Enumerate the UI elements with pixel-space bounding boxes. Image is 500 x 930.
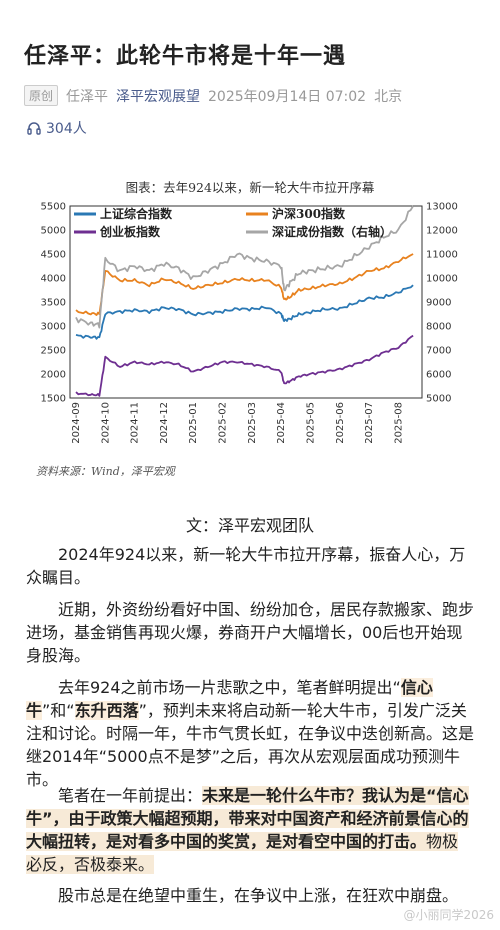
legend-label: 沪深300指数 [272,206,346,221]
series-line-2 [75,253,414,317]
x-tick-label: 2025-01 [188,402,199,444]
p3-text-a: 去年924之前市场一片悲歌之中，笔者鲜明提出“ [58,678,401,697]
plot-frame [69,205,423,399]
x-tick-label: 2024-11 [130,402,141,444]
legend-label: 上证综合指数 [100,206,173,221]
x-tick-label: 2025-06 [335,402,346,444]
x-tick-label: 2024-09 [71,402,82,444]
headphones-icon [27,122,41,135]
series-line-3 [75,334,414,397]
x-tick-label: 2025-04 [276,402,287,444]
left-tick-label: 2000 [41,370,66,381]
x-tick-label: 2024-10 [100,402,111,444]
right-tick-label: 5000 [426,394,451,405]
x-tick-label: 2025-08 [393,402,404,444]
watermark: @小丽同学2026 [403,908,494,922]
x-tick-label: 2024-12 [159,402,170,444]
p4-text-a: 笔者在一年前提出： [58,786,203,805]
left-tick-label: 5000 [41,226,66,237]
right-tick-label: 9000 [426,298,451,309]
p3-text-c: ”和“ [42,701,75,720]
right-tick-label: 7000 [426,346,451,357]
right-tick-label: 10000 [426,274,458,285]
original-badge: 原创 [24,85,59,106]
right-tick-label: 12000 [426,226,458,237]
x-tick-label: 2025-07 [364,402,375,444]
chart-source: 资料来源：Wind，泽平宏观 [36,465,175,478]
index-chart: 图表：去年924以来，新一轮大牛市拉开序幕 5500 5000 4500 4000 35… [24,172,476,482]
left-tick-label: 3500 [41,298,66,309]
x-tick-label: 2025-03 [247,402,258,444]
left-tick-label: 4000 [41,274,66,285]
left-tick-label: 1500 [41,394,66,405]
right-tick-label: 6000 [426,370,451,381]
right-tick-label: 13000 [426,202,458,213]
right-tick-label: 11000 [426,250,458,261]
p3-text-e: ”，预判未来将启动新一轮大牛市，引发广泛关注和讨论。时隔一年，牛市气贯长虹，在争… [26,701,475,789]
x-tick-label: 2025-02 [218,402,229,444]
chart-svg: 5500 5000 4500 4000 3500 3000 2500 2000 1500 1300… [41,202,458,444]
byline: 文：泽平宏观团队 [185,516,314,535]
p4-bold: 未来是一轮什么牛市？我认为是“信心牛”，由于政策大幅超预期，带来对中国资产和经济… [26,786,469,851]
publish-location: 北京 [374,88,403,105]
chart-title: 图表：去年924以来，新一轮大牛市拉开序幕 [125,180,375,195]
left-tick-label: 4500 [41,250,66,261]
series-line-1 [75,284,414,340]
listen-count-label: 304人 [46,121,87,137]
right-tick-label: 8000 [426,322,451,333]
author-name[interactable]: 任泽平 [66,88,109,105]
article-meta: 原创 任泽平 泽平宏观展望 2025年09月14日 07:02 北京 [24,85,402,106]
series-line-4 [75,205,414,329]
publish-datetime: 2025年09月14日 07:02 [208,88,367,105]
paragraph-4: 笔者在一年前提出：未来是一轮什么牛市？我认为是“信心牛”，由于政策大幅超预期，带… [26,784,474,876]
left-tick-label: 5500 [41,202,66,213]
legend-label: 创业板指数 [99,224,161,239]
paragraph-1: 2024年924以来，新一轮大牛市拉开序幕，振奋人心，万众瞩目。 [26,545,466,587]
listen-count[interactable]: 304人 [26,118,87,138]
left-tick-label: 3000 [41,322,66,333]
paragraph-2: 近期，外资纷纷看好中国、纷纷加仓，居民存款搬家、跑步进场，基金销售再现火爆，券商… [26,600,475,665]
article-title: 任泽平：此轮牛市将是十年一遇 [24,44,347,69]
paragraph-3: 去年924之前市场一片悲歌之中，笔者鲜明提出“信心牛”和“东升西落”，预判未来将… [26,676,474,791]
legend-label: 深证成份指数（右轴） [272,224,392,239]
x-tick-label: 2025-05 [305,402,316,444]
p3-highlight-2: 东升西落 [74,701,139,720]
account-name[interactable]: 泽平宏观展望 [116,88,201,105]
paragraph-5: 股市总是在绝望中重生，在争议中上涨，在狂欢中崩盘。 [58,886,459,905]
left-tick-label: 2500 [41,346,66,357]
